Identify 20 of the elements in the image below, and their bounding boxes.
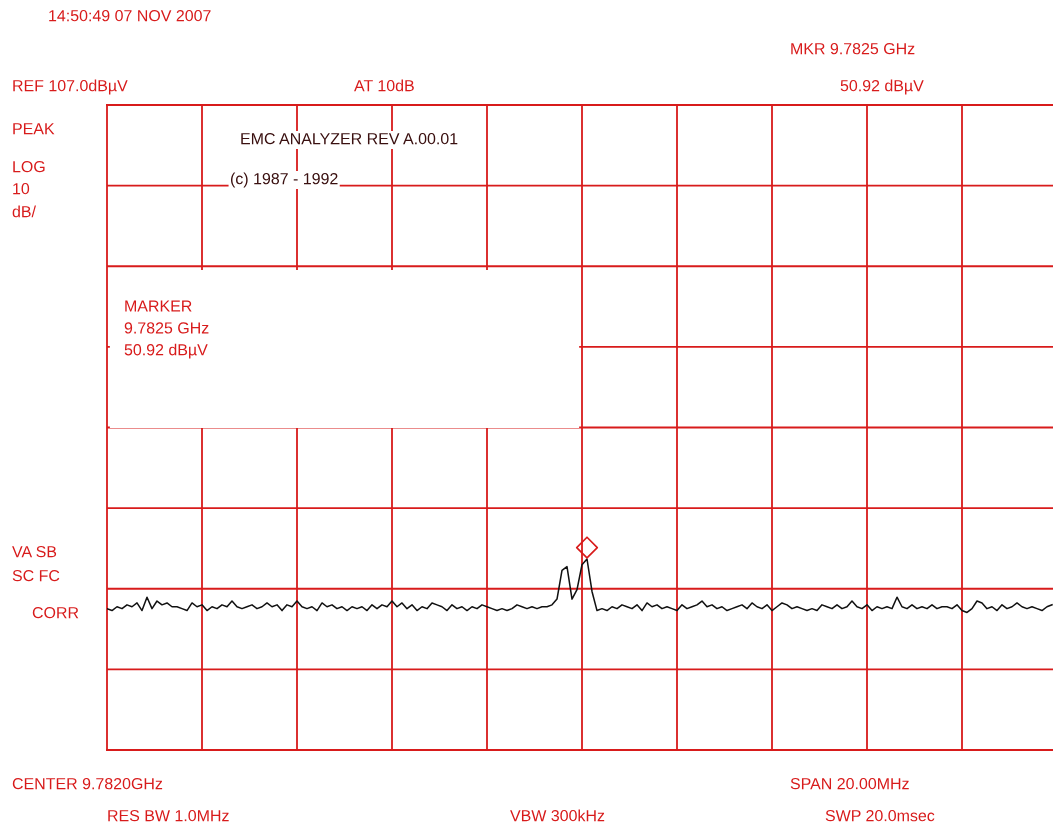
text: SC FC <box>12 569 60 582</box>
text: dB/ <box>12 205 36 218</box>
text: PEAK <box>13 123 55 135</box>
text: 14:50:49 07 NOV 2007 <box>49 9 211 22</box>
text: 50.92 dBµV <box>840 79 924 95</box>
text: (c) 1987 - 1992 <box>230 172 338 188</box>
text: SWP 20.0msec <box>825 809 935 822</box>
text: RES BW 1.0MHz <box>108 809 229 822</box>
text: EMC ANALYZER REV A.00.01 <box>241 132 458 145</box>
text: LOG <box>13 160 45 173</box>
text: CORR <box>32 606 79 619</box>
text: MKR 9.7825 GHz <box>791 42 915 55</box>
text: VBW 300kHz <box>510 809 605 822</box>
text: MARKER 9.7825 GHz 50.92 dBµV <box>124 300 209 359</box>
text: 10 <box>13 182 30 195</box>
text: AT 10dB <box>354 79 414 92</box>
text: CENTER 9.7820GHz <box>12 777 163 790</box>
text: REF 107.0dBµV <box>13 79 128 95</box>
text: VA SB <box>12 545 57 558</box>
text: SPAN 20.00MHz <box>790 777 909 790</box>
